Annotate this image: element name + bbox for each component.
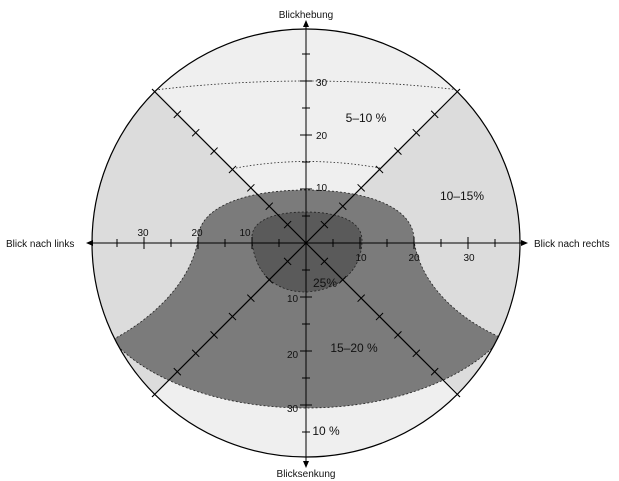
tick-top-10: 10 (316, 183, 328, 194)
tick-mark-diag-se (357, 294, 366, 303)
tick-mark-diag-se (320, 257, 329, 266)
zone-label-bottom: 10 % (312, 424, 340, 438)
tick-mark-diag-sw (210, 331, 218, 339)
label-left: Blick nach links (6, 239, 74, 250)
tick-mark-diag-sw (191, 349, 200, 358)
label-bottom: Blicksenkung (277, 469, 336, 480)
tick-mark-diag-ne (394, 147, 402, 155)
tick-mark-diag-se (375, 312, 384, 321)
tick-mark-diag-ne (338, 202, 347, 211)
tick-top-30: 30 (316, 78, 328, 89)
tick-left-20: 20 (191, 228, 203, 239)
tick-mark-diag-nw (228, 165, 237, 174)
zone-left-wedge (92, 90, 306, 400)
tick-mark-diag-se (394, 331, 402, 339)
axis-arrow-down (303, 461, 309, 468)
tick-bottom-30: 30 (287, 404, 299, 415)
label-right: Blick nach rechts (534, 239, 610, 250)
tick-mark-diag-ne (430, 110, 439, 119)
zone-label-upper: 5–10 % (346, 111, 387, 125)
axis-arrow-left (86, 240, 93, 246)
tick-mark-diag-sw (283, 257, 292, 266)
axis-ticks (116, 53, 496, 433)
tick-mark-diag-ne (320, 220, 329, 229)
tick-mark-diag-sw (265, 275, 274, 284)
tick-mark-diag-nw (283, 220, 292, 229)
tick-left-10: 10 (239, 228, 251, 239)
tick-bottom-20: 20 (287, 350, 299, 361)
axis-arrow-up (303, 20, 309, 27)
label-top: Blickhebung (279, 10, 333, 21)
tick-mark-diag-nw (246, 183, 255, 192)
tick-mark-diag-nw (210, 147, 218, 155)
tick-right-10: 10 (355, 253, 367, 264)
tick-left-30: 30 (137, 228, 149, 239)
tick-mark-diag-ne (357, 183, 366, 192)
tick-right-30: 30 (463, 253, 475, 264)
tick-mark-diag-nw (173, 110, 182, 119)
tick-bottom-10: 10 (287, 294, 299, 305)
axis-arrow-right (521, 240, 528, 246)
tick-mark-diag-se (338, 275, 347, 284)
zone-label-lower: 15–20 % (330, 341, 378, 355)
tick-mark-diag-sw (228, 312, 237, 321)
zone-right-wedge (306, 90, 520, 400)
tick-mark-diag-se (430, 367, 439, 376)
tick-mark-diag-sw (173, 367, 182, 376)
tick-mark-diag-sw (246, 294, 255, 303)
tick-mark-diag-se (412, 349, 421, 358)
tick-mark-diag-ne (412, 128, 421, 137)
tick-top-20: 20 (316, 131, 328, 142)
tick-mark-diag-ne (375, 165, 384, 174)
tick-right-20: 20 (408, 253, 420, 264)
upper-arc-outer (154, 80, 461, 91)
tick-mark-diag-nw (265, 202, 274, 211)
tick-mark-diag-nw (191, 128, 200, 137)
zone-label-center: 25% (313, 276, 337, 290)
zone-label-right: 10–15% (440, 189, 484, 203)
